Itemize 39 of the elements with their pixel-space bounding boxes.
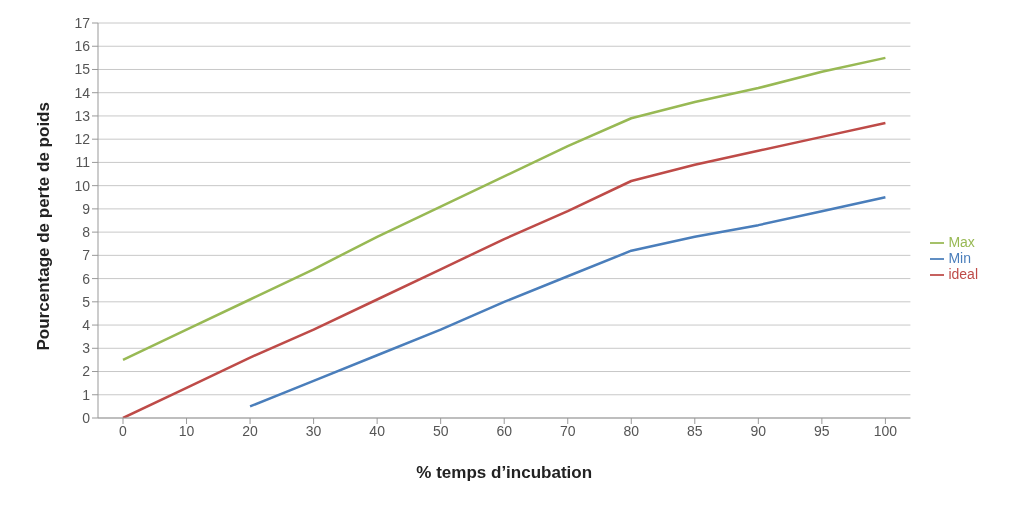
x-tick-label: 85 bbox=[687, 422, 703, 439]
x-tick-label: 50 bbox=[432, 422, 449, 439]
y-tick-label: 0 bbox=[82, 409, 91, 426]
y-tick-label: 6 bbox=[82, 270, 91, 287]
line-series bbox=[248, 196, 887, 408]
y-tick-label: 15 bbox=[74, 61, 91, 78]
legend-label: Min bbox=[948, 249, 971, 266]
line-series bbox=[121, 121, 887, 418]
x-tick-label: 0 bbox=[119, 422, 128, 439]
x-tick-label: 60 bbox=[496, 422, 513, 439]
y-tick-label: 5 bbox=[82, 293, 91, 310]
y-tick-label: 4 bbox=[82, 317, 91, 334]
legend-label: ideal bbox=[948, 266, 978, 283]
y-tick-label: 1 bbox=[82, 386, 91, 403]
x-tick-label: 70 bbox=[559, 422, 576, 439]
x-tick-label: 10 bbox=[178, 422, 195, 439]
y-tick-label: 9 bbox=[82, 200, 91, 217]
x-tick-label: 95 bbox=[814, 422, 830, 439]
y-tick-label: 7 bbox=[82, 247, 91, 264]
x-tick-label: 30 bbox=[305, 422, 322, 439]
x-tick-label: 40 bbox=[369, 422, 386, 439]
y-tick-label: 14 bbox=[74, 84, 91, 101]
legend-label: Max bbox=[948, 233, 975, 250]
y-tick-label: 16 bbox=[74, 38, 91, 55]
x-tick-label: 20 bbox=[242, 422, 259, 439]
x-axis-title: % temps d’incubation bbox=[416, 463, 593, 482]
x-tick-label: 90 bbox=[750, 422, 767, 439]
y-tick-label: 3 bbox=[82, 340, 91, 357]
y-tick-label: 13 bbox=[74, 107, 91, 124]
y-tick-label: 17 bbox=[74, 14, 91, 31]
x-tick-label: 80 bbox=[623, 422, 640, 439]
y-tick-label: 11 bbox=[75, 154, 91, 171]
x-tick-label: 100 bbox=[873, 422, 898, 439]
y-axis-title: Pourcentage de perte de poids bbox=[34, 102, 54, 351]
line-series bbox=[121, 56, 887, 362]
y-tick-label: 12 bbox=[74, 131, 91, 148]
y-tick-label: 8 bbox=[82, 224, 91, 241]
y-tick-label: 2 bbox=[82, 363, 91, 380]
y-tick-label: 10 bbox=[74, 177, 91, 194]
